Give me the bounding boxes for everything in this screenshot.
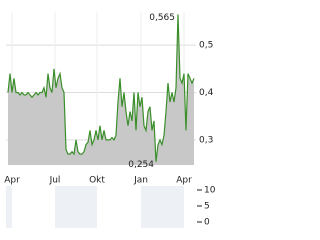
x-tick-label: Apr xyxy=(176,176,192,186)
volume-band xyxy=(6,186,12,228)
y-tick-label: 0 xyxy=(204,218,210,228)
chart: 0,3 0,4 0,5 Apr Jul Okt Jan Apr 0,565 0,254 0 5 10 xyxy=(4,12,216,228)
y-tick-label: 5 xyxy=(204,202,210,212)
volume-band xyxy=(141,186,184,228)
x-tick-label: Okt xyxy=(89,176,105,186)
x-tick-label: Apr xyxy=(4,176,20,186)
x-tick-label: Jul xyxy=(49,176,61,186)
y-tick-label: 0,4 xyxy=(199,88,214,98)
min-label: 0,254 xyxy=(128,160,154,170)
price-line xyxy=(7,14,195,162)
x-tick-label: Jan xyxy=(133,176,148,186)
price-area xyxy=(8,14,194,166)
y-tick-label: 0,5 xyxy=(199,41,213,51)
volume-band xyxy=(55,186,97,228)
y-tick-label: 10 xyxy=(204,186,216,196)
max-label: 0,565 xyxy=(149,13,175,23)
y-tick-label: 0,3 xyxy=(199,135,213,145)
